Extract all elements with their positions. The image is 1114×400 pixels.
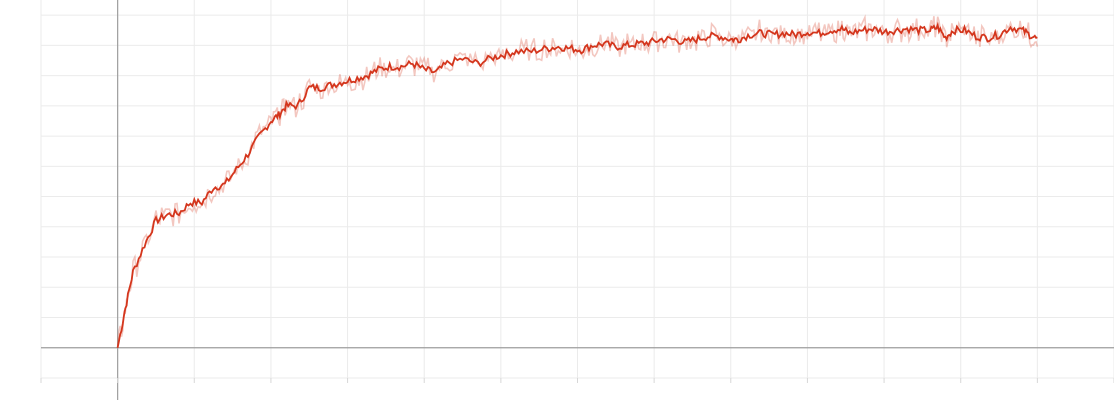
data-point	[201, 202, 202, 203]
data-point	[178, 213, 179, 214]
data-point	[884, 31, 885, 32]
data-point	[696, 39, 697, 40]
data-point	[987, 37, 988, 38]
data-point	[673, 39, 674, 40]
data-point	[707, 36, 708, 37]
data-point	[167, 214, 168, 215]
data-point	[749, 34, 750, 35]
data-point	[447, 63, 448, 64]
data-point	[117, 347, 118, 348]
data-point	[278, 114, 279, 115]
data-point	[516, 51, 517, 52]
data-point	[190, 202, 191, 203]
data-point	[477, 63, 478, 64]
data-point	[493, 57, 494, 58]
data-point	[531, 51, 532, 52]
axes	[40, 0, 1114, 400]
data-point	[378, 69, 379, 70]
data-point	[343, 81, 344, 82]
data-point	[132, 272, 133, 273]
data-point	[1029, 34, 1030, 35]
data-point	[558, 46, 559, 47]
data-point	[807, 31, 808, 32]
data-point	[462, 58, 463, 59]
data-point	[907, 28, 908, 29]
data-point	[332, 84, 333, 85]
data-point	[569, 48, 570, 49]
data-point	[975, 36, 976, 37]
data-point	[684, 42, 685, 43]
data-point	[730, 39, 731, 40]
data-point	[389, 66, 390, 67]
data-point	[125, 308, 126, 309]
data-point	[761, 33, 762, 34]
data-point	[259, 136, 260, 137]
data-point	[918, 30, 919, 31]
data-point	[355, 78, 356, 79]
data-point	[309, 87, 310, 88]
data-point	[320, 87, 321, 88]
data-point	[638, 43, 639, 44]
data-point	[224, 184, 225, 185]
data-point	[998, 34, 999, 35]
data-point	[247, 154, 248, 155]
data-point	[650, 42, 651, 43]
data-point	[719, 36, 720, 37]
data-point	[504, 54, 505, 55]
data-point	[895, 30, 896, 31]
data-point	[818, 33, 819, 34]
data-point	[366, 75, 367, 76]
series-layer	[116, 14, 1039, 348]
data-point	[615, 46, 616, 47]
data-point	[297, 105, 298, 106]
data-point	[930, 30, 931, 31]
data-point	[286, 105, 287, 106]
data-point	[945, 37, 946, 38]
data-point	[581, 49, 582, 50]
data-point	[830, 30, 831, 31]
data-point	[795, 34, 796, 35]
data-point	[1010, 27, 1011, 28]
data-point	[661, 39, 662, 40]
data-point	[424, 69, 425, 70]
data-point	[849, 33, 850, 34]
data-point	[841, 28, 842, 29]
data-point	[546, 48, 547, 49]
data-point	[1037, 39, 1038, 40]
data-point	[861, 30, 862, 31]
data-point	[627, 45, 628, 46]
data-point	[592, 45, 593, 46]
data-point	[144, 244, 145, 245]
data-point	[952, 30, 953, 31]
data-point	[270, 120, 271, 121]
data-point	[412, 63, 413, 64]
data-point	[604, 43, 605, 44]
data-point	[772, 34, 773, 35]
data-point	[155, 220, 156, 221]
raw-series-line	[116, 14, 1039, 348]
data-point	[872, 28, 873, 29]
data-point	[1021, 30, 1022, 31]
grid	[40, 0, 1114, 379]
data-point	[784, 33, 785, 34]
data-point	[401, 66, 402, 67]
data-point	[964, 30, 965, 31]
smoothed-series-line	[116, 21, 1038, 348]
data-point	[213, 187, 214, 188]
data-point	[738, 39, 739, 40]
data-point	[435, 72, 436, 73]
data-point	[236, 169, 237, 170]
data-point	[937, 27, 938, 28]
